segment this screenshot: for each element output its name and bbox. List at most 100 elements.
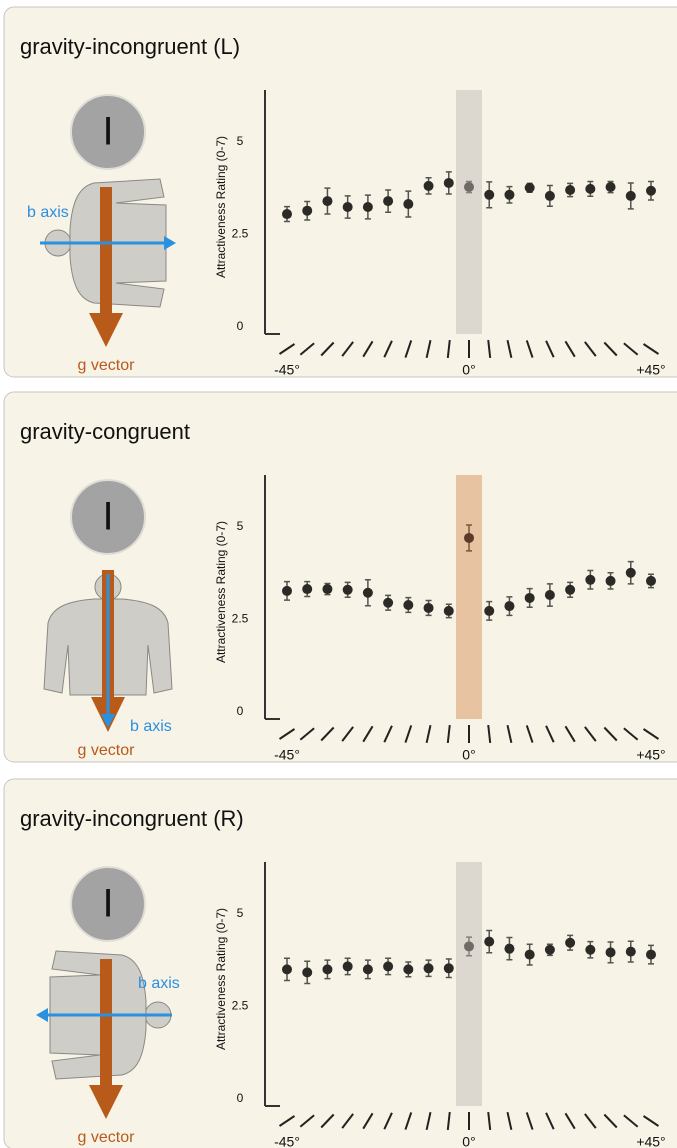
g-vector-shaft bbox=[100, 187, 112, 315]
data-point bbox=[383, 598, 393, 608]
y-tick-label: 0 bbox=[237, 704, 244, 718]
highlight-band bbox=[456, 90, 482, 334]
data-point bbox=[403, 600, 413, 610]
x-tick-label: 0° bbox=[462, 1134, 475, 1148]
data-point bbox=[302, 584, 312, 594]
g-vector-label: g vector bbox=[78, 742, 136, 759]
data-point bbox=[646, 950, 656, 960]
data-point bbox=[504, 601, 514, 611]
data-point bbox=[626, 568, 636, 578]
y-tick-label: 5 bbox=[237, 519, 244, 533]
y-tick-label: 2.5 bbox=[232, 612, 249, 626]
data-point bbox=[504, 190, 514, 200]
head-icon-letter: I bbox=[102, 110, 113, 154]
x-tick-label: 0° bbox=[462, 747, 475, 763]
data-point bbox=[424, 603, 434, 613]
highlight-band bbox=[456, 862, 482, 1106]
data-point bbox=[484, 937, 494, 947]
data-point bbox=[484, 606, 494, 616]
data-point bbox=[646, 576, 656, 586]
y-tick-label: 2.5 bbox=[232, 227, 249, 241]
panel-title: gravity-incongruent (L) bbox=[20, 34, 240, 59]
data-point bbox=[464, 182, 474, 192]
x-tick-label: +45° bbox=[636, 362, 665, 378]
data-point bbox=[363, 202, 373, 212]
y-tick-label: 5 bbox=[237, 134, 244, 148]
data-point bbox=[464, 941, 474, 951]
panel-title: gravity-congruent bbox=[20, 419, 190, 444]
data-point bbox=[606, 576, 616, 586]
data-point bbox=[403, 964, 413, 974]
data-point bbox=[565, 585, 575, 595]
y-axis-label: Attractiveness Rating (0-7) bbox=[214, 521, 228, 663]
x-tick-label: -45° bbox=[274, 362, 300, 378]
x-tick-label: +45° bbox=[636, 1134, 665, 1148]
data-point bbox=[585, 945, 595, 955]
data-point bbox=[565, 938, 575, 948]
y-tick-label: 2.5 bbox=[232, 999, 249, 1013]
x-tick-label: +45° bbox=[636, 747, 665, 763]
data-point bbox=[383, 196, 393, 206]
data-point bbox=[343, 585, 353, 595]
x-tick-label: 0° bbox=[462, 362, 475, 378]
highlight-band bbox=[456, 475, 482, 719]
data-point bbox=[343, 961, 353, 971]
data-point bbox=[585, 575, 595, 585]
b-axis-label: b axis bbox=[130, 718, 172, 735]
data-point bbox=[545, 945, 555, 955]
head-icon-letter: I bbox=[102, 882, 113, 926]
data-point bbox=[424, 181, 434, 191]
data-point bbox=[363, 964, 373, 974]
data-point bbox=[302, 967, 312, 977]
data-point bbox=[585, 184, 595, 194]
data-point bbox=[525, 593, 535, 603]
data-point bbox=[363, 588, 373, 598]
data-point bbox=[444, 963, 454, 973]
data-point bbox=[322, 584, 332, 594]
data-point bbox=[322, 196, 332, 206]
data-point bbox=[545, 191, 555, 201]
y-axis-label: Attractiveness Rating (0-7) bbox=[214, 136, 228, 278]
panel: gravity-incongruent (R) Ib axis g vector 0 2… bbox=[4, 779, 677, 1148]
data-point bbox=[282, 964, 292, 974]
data-point bbox=[626, 947, 636, 957]
data-point bbox=[444, 606, 454, 616]
data-point bbox=[525, 950, 535, 960]
data-point bbox=[403, 199, 413, 209]
head-icon-letter: I bbox=[102, 495, 113, 539]
data-point bbox=[606, 182, 616, 192]
x-tick-label: -45° bbox=[274, 747, 300, 763]
data-point bbox=[302, 206, 312, 216]
panel: gravity-congruent Ib axis g vector 0 2.5 5 Att… bbox=[4, 392, 677, 763]
y-tick-label: 0 bbox=[237, 1091, 244, 1105]
data-point bbox=[383, 961, 393, 971]
y-tick-label: 0 bbox=[237, 319, 244, 333]
y-tick-label: 5 bbox=[237, 906, 244, 920]
data-point bbox=[322, 964, 332, 974]
g-vector-shaft bbox=[100, 959, 112, 1087]
b-axis-label: b axis bbox=[27, 204, 69, 221]
data-point bbox=[565, 185, 575, 195]
data-point bbox=[343, 202, 353, 212]
data-point bbox=[282, 586, 292, 596]
panel: gravity-incongruent (L) Ib axis g vector 0 2… bbox=[4, 7, 677, 378]
data-point bbox=[444, 178, 454, 188]
data-point bbox=[626, 191, 636, 201]
data-point bbox=[282, 209, 292, 219]
g-vector-label: g vector bbox=[78, 1129, 136, 1146]
data-point bbox=[525, 183, 535, 193]
figure: gravity-incongruent (L) Ib axis g vector 0 2… bbox=[0, 0, 677, 1148]
data-point bbox=[606, 947, 616, 957]
data-point bbox=[464, 533, 474, 543]
data-point bbox=[504, 944, 514, 954]
b-axis-label: b axis bbox=[138, 975, 180, 992]
page: {"chart_data": [ {"type": "scatter", "ti… bbox=[0, 0, 677, 1148]
y-axis-label: Attractiveness Rating (0-7) bbox=[214, 908, 228, 1050]
x-tick-label: -45° bbox=[274, 1134, 300, 1148]
data-point bbox=[545, 590, 555, 600]
panel-title: gravity-incongruent (R) bbox=[20, 806, 244, 831]
data-point bbox=[484, 190, 494, 200]
data-point bbox=[424, 963, 434, 973]
g-vector-label: g vector bbox=[78, 357, 136, 374]
data-point bbox=[646, 186, 656, 196]
